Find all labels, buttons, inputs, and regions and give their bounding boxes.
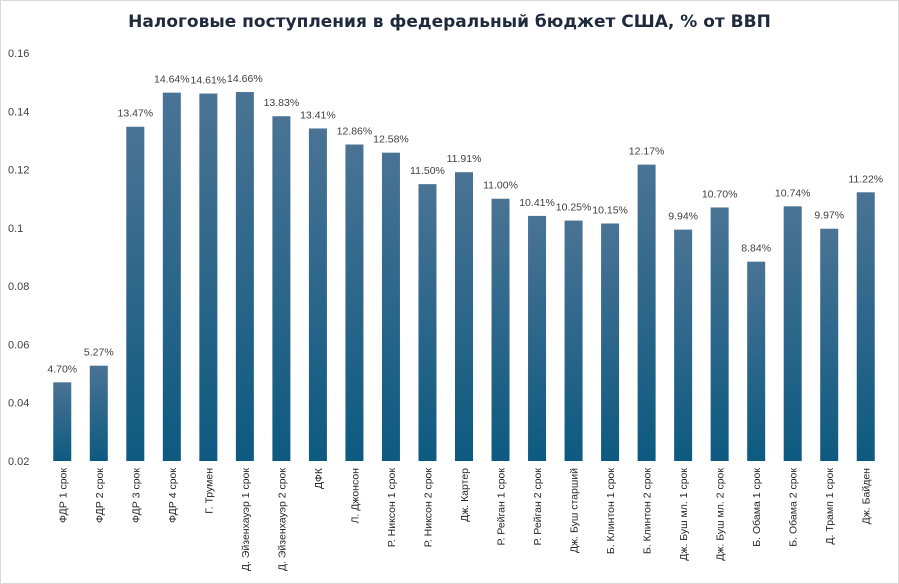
bar [418,184,437,461]
bars [53,92,875,462]
x-tick-label: ФДР 2 срок [94,468,106,523]
x-tick-label: Д. Эйзенхауэр 2 срок [276,468,288,571]
data-label: 11.22% [848,173,883,185]
x-tick-label: ФДР 1 срок [57,468,69,523]
data-label: 9.94% [668,211,698,223]
y-tick-label: 0.08 [8,281,29,293]
data-label: 13.47% [117,108,153,120]
data-label: 10.70% [702,188,738,200]
bar [783,206,802,461]
x-tick-label: Дж. Картер [459,468,471,522]
bar [491,198,510,461]
x-tick-label: Б. Обама 2 срок [788,468,800,547]
y-tick-label: 0.16 [8,48,29,60]
y-tick-label: 0.14 [8,106,29,118]
x-axis-labels: ФДР 1 срок ФДР 2 срок ФДР 3 срок ФДР 4 срок… [57,467,872,571]
bar [820,228,839,461]
data-label: 9.97% [814,210,844,222]
data-label: 11.91% [447,153,482,165]
x-tick-label: Дж. Буш мл. 1 срок [678,468,690,561]
x-tick-label: Б. Клинтон 2 срок [642,468,654,555]
x-tick-label: Р. Никсон 1 срок [386,468,398,548]
bar [126,126,145,461]
bar [856,192,875,461]
data-label: 8.84% [741,243,771,255]
data-label: 4.70% [47,363,77,375]
bar [601,223,620,461]
x-tick-label: Р. Рейган 2 срок [532,468,544,546]
bar [564,220,583,461]
bar [637,164,656,462]
data-label: 12.58% [373,134,409,146]
data-label: 10.74% [775,187,811,199]
bar [308,128,327,462]
data-label: 14.66% [227,73,263,85]
bar [272,116,291,462]
bar [162,92,181,462]
y-tick-label: 0.06 [8,339,29,351]
bar [381,152,400,461]
data-label: 14.64% [154,74,190,86]
x-tick-label: Д. Эйзенхауэр 1 срок [240,468,252,571]
data-label: 12.17% [629,146,665,158]
bar [235,92,254,462]
y-tick-label: 0.02 [8,456,29,468]
bar [199,93,218,461]
x-tick-label: Л. Джонсон [349,468,361,524]
y-tick-label: 0.12 [8,165,29,177]
x-tick-label: ДФК [313,467,325,489]
x-tick-label: Дж. Буш старший [569,468,581,553]
bar [89,365,108,461]
data-label: 11.50% [410,165,445,177]
data-label: 13.41% [300,109,336,121]
x-tick-label: Г. Трумен [203,468,215,514]
data-labels: 4.70% 5.27% 13.47% 14.64% 14.61% 14.66%13.83%… [47,73,883,375]
bar [710,207,729,461]
x-tick-label: ФДР 4 срок [167,468,179,523]
bar [455,172,473,462]
bar [528,215,547,461]
data-label: 13.83% [264,97,300,109]
y-tick-label: 0.1 [8,223,23,235]
x-tick-label: Р. Рейган 1 срок [496,468,508,546]
data-label: 12.86% [337,126,373,138]
chart-title: Налоговые поступления в федеральный бюдж… [128,12,771,32]
bar [53,382,72,461]
y-axis: 0.02 0.04 0.06 0.08 0.1 0.12 0.14 0.16 [8,48,29,468]
data-label: 11.00% [483,180,518,192]
x-tick-label: Дж. Байден [861,468,873,525]
data-label: 10.25% [556,202,592,214]
x-tick-label: Д. Трамп 1 срок [824,468,836,545]
bar [674,229,693,461]
x-tick-label: ФДР 3 срок [130,468,142,523]
y-tick-label: 0.04 [8,398,29,410]
data-label: 5.27% [84,347,114,359]
data-label: 14.61% [191,75,227,87]
x-tick-label: Б. Клинтон 1 срок [605,468,617,555]
bar [345,144,364,461]
bar [747,261,766,461]
x-tick-label: Р. Никсон 2 срок [422,468,434,548]
x-tick-label: Б. Обама 1 срок [751,468,763,547]
data-label: 10.41% [519,197,555,209]
x-tick-label: Дж. Буш мл. 2 срок [715,468,727,561]
data-label: 10.15% [592,204,628,216]
